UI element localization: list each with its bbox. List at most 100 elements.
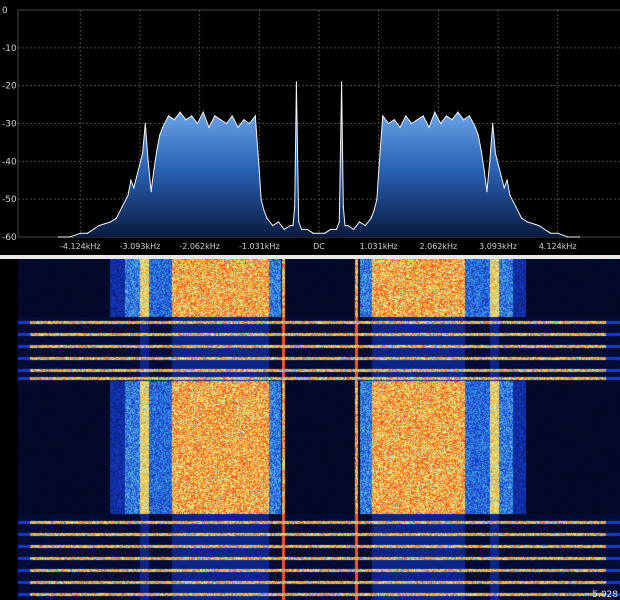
spectrum-point bbox=[283, 228, 285, 231]
spectrum-point bbox=[549, 232, 552, 234]
spectrum-point bbox=[196, 122, 199, 125]
spectrum-point bbox=[159, 134, 161, 136]
spectrum-plot[interactable]: 0 -10 -20 -30 -40 -50 -60 -4.124kHz -3.093kHz -2… bbox=[0, 0, 620, 255]
spectrum-point bbox=[208, 126, 210, 128]
x-tick-label: -2.062kHz bbox=[179, 242, 220, 251]
waterfall-timestamp: 5.028 bbox=[592, 590, 618, 600]
y-tick-label: -40 bbox=[2, 157, 17, 167]
spectrum-point bbox=[344, 225, 346, 227]
spectrum-point bbox=[86, 232, 89, 234]
spectrum-point bbox=[578, 236, 581, 238]
spectrum-point bbox=[405, 115, 407, 117]
spectrum-point bbox=[266, 217, 268, 219]
spectrum-point bbox=[260, 198, 262, 200]
spectrum-point bbox=[115, 217, 118, 219]
spectrum-point bbox=[335, 228, 337, 231]
spectrum-point bbox=[138, 164, 141, 166]
spectrum-point bbox=[79, 232, 82, 234]
spectrum-point bbox=[144, 122, 146, 125]
spectrum-point bbox=[416, 119, 419, 121]
spectrum-point bbox=[382, 115, 384, 117]
grid-lines bbox=[17, 9, 620, 238]
spectrum-point bbox=[506, 179, 508, 181]
spectrum-point bbox=[503, 187, 505, 189]
spectrum-point bbox=[130, 179, 132, 181]
spectrum-point bbox=[225, 122, 227, 125]
x-tick-label: 3.093kHz bbox=[479, 242, 517, 251]
spectrum-point bbox=[219, 119, 222, 121]
spectrum-point bbox=[173, 119, 175, 121]
spectrum-point bbox=[486, 191, 488, 193]
spectrum-point bbox=[133, 187, 135, 189]
y-tick-label: 0 bbox=[2, 6, 8, 16]
spectrum-point bbox=[340, 81, 343, 83]
spectrum-point bbox=[136, 175, 138, 178]
spectrum-point bbox=[434, 111, 436, 113]
spectrum-point bbox=[237, 126, 239, 128]
spectrum-point bbox=[515, 206, 517, 208]
spectrum-fill bbox=[58, 81, 580, 238]
spectrum-point bbox=[243, 119, 245, 121]
spectrum-point bbox=[378, 172, 380, 174]
spectrum-point bbox=[147, 160, 149, 162]
spectrum-point bbox=[520, 217, 523, 219]
panel-divider[interactable] bbox=[0, 255, 620, 259]
spectrum-point bbox=[468, 115, 471, 117]
spectrum-point bbox=[167, 115, 170, 117]
spectrum-point bbox=[98, 225, 100, 227]
spectrum-point bbox=[110, 221, 112, 223]
spectrum-point bbox=[57, 236, 60, 238]
spectrum-panel[interactable]: 0 -10 -20 -30 -40 -50 -60 -4.124kHz -3.093kHz -2… bbox=[0, 0, 620, 255]
spectrum-point bbox=[387, 122, 390, 125]
spectrum-point bbox=[248, 122, 251, 125]
x-tick-label: -4.124kHz bbox=[60, 242, 101, 251]
y-axis-labels: 0 -10 -20 -30 -40 -50 -60 bbox=[2, 6, 17, 243]
spectrum-point bbox=[263, 209, 265, 212]
spectrum-point bbox=[497, 164, 500, 166]
waterfall-display[interactable] bbox=[18, 259, 620, 600]
spectrum-point bbox=[411, 122, 413, 125]
spectrum-point bbox=[347, 225, 349, 227]
y-tick-label: -20 bbox=[2, 82, 17, 92]
spectrum-point bbox=[214, 115, 216, 117]
spectrum-point bbox=[364, 225, 366, 227]
spectrum-point bbox=[526, 221, 528, 223]
x-tick-label: 4.124kHz bbox=[539, 242, 577, 251]
x-tick-label: 2.062kHz bbox=[419, 242, 457, 251]
spectrum-point bbox=[258, 172, 260, 174]
spectrum-point bbox=[445, 115, 447, 117]
spectrum-point bbox=[202, 111, 204, 113]
spectrum-point bbox=[494, 153, 497, 155]
spectrum-point bbox=[509, 194, 511, 196]
spectrum-point bbox=[150, 191, 152, 193]
spectrum-point bbox=[272, 225, 274, 227]
waterfall-panel[interactable]: 5.028 bbox=[0, 259, 620, 600]
spectrum-point bbox=[358, 221, 361, 223]
spectrum-point bbox=[294, 206, 296, 208]
spectrum-point bbox=[312, 232, 314, 234]
spectrum-point bbox=[422, 115, 424, 117]
x-tick-label: -3.093kHz bbox=[120, 242, 161, 251]
spectrum-point bbox=[451, 119, 453, 121]
x-axis-labels: -4.124kHz -3.093kHz -2.062kHz -1.031kHz DC 1.… bbox=[60, 242, 577, 251]
spectrum-point bbox=[162, 126, 164, 128]
spectrum-points bbox=[57, 81, 581, 238]
spectrum-point bbox=[373, 209, 375, 212]
spectrum-point bbox=[127, 194, 129, 196]
spectrum-point bbox=[477, 134, 479, 136]
spectrum-point bbox=[141, 153, 144, 155]
spectrum-point bbox=[342, 206, 344, 208]
spectrum-point bbox=[153, 168, 155, 170]
spectrum-point bbox=[69, 236, 71, 238]
x-tick-label: DC bbox=[313, 242, 325, 251]
spectrum-point bbox=[492, 122, 494, 125]
spectrum-point bbox=[179, 111, 181, 113]
spectrum-point bbox=[292, 225, 294, 227]
spectrum-point bbox=[474, 126, 476, 128]
spectrum-point bbox=[457, 111, 459, 113]
spectrum-point bbox=[301, 228, 303, 231]
spectrum-point bbox=[289, 225, 291, 227]
spectrum-point bbox=[489, 160, 491, 162]
y-tick-label: -50 bbox=[2, 195, 17, 205]
spectrum-point bbox=[191, 115, 193, 117]
